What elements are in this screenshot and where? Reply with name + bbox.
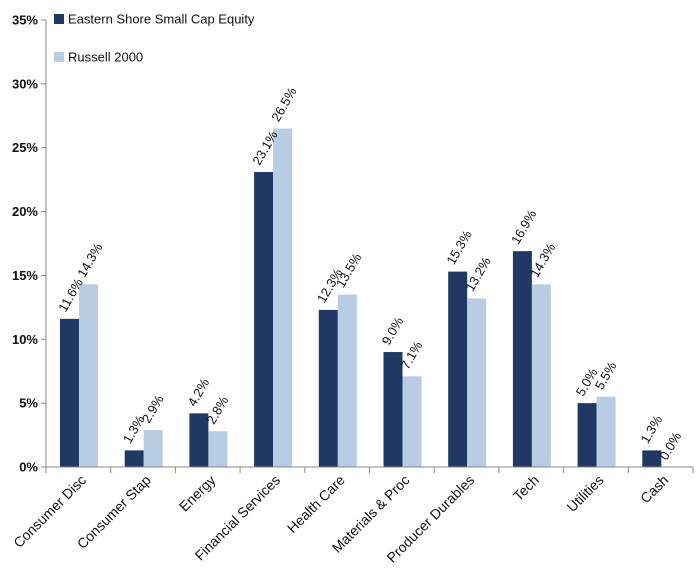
bar [337, 294, 357, 467]
data-label: 15.3% [443, 227, 475, 267]
data-label: 26.5% [268, 84, 300, 124]
bar [531, 284, 551, 467]
y-tick-label: 10% [12, 332, 38, 347]
bar [642, 450, 662, 467]
data-label: 0.0% [656, 429, 684, 463]
y-tick-label: 30% [12, 76, 38, 91]
bar [189, 413, 209, 467]
x-tick-label: Health Care [284, 472, 348, 536]
x-tick-label: Cash [637, 472, 671, 506]
bar [208, 431, 228, 467]
bar [383, 352, 403, 467]
data-label: 14.3% [74, 240, 106, 280]
legend: Eastern Shore Small Cap Equity Russell 20… [54, 12, 255, 65]
y-tick-label: 25% [12, 140, 38, 155]
bar [318, 309, 338, 467]
y-tick-label: 15% [12, 268, 38, 283]
bar [254, 171, 274, 468]
bar [467, 298, 487, 467]
data-label: 1.3% [637, 412, 665, 446]
bar [60, 318, 79, 467]
legend-label: Russell 2000 [68, 50, 143, 65]
y-tick-label: 35% [12, 13, 38, 28]
bar [143, 429, 163, 467]
bar [577, 403, 597, 467]
bar [512, 251, 532, 467]
bars [60, 128, 662, 468]
bar [402, 376, 422, 467]
bar [79, 284, 98, 467]
legend-swatch [54, 52, 64, 62]
bar [273, 128, 293, 468]
x-tick-label: Energy [176, 472, 219, 515]
y-tick-label: 5% [19, 396, 38, 411]
y-axis: 0% 5% 10% 15% 20% 25% 30% 35% [12, 13, 47, 475]
bar [596, 396, 616, 467]
data-label: 16.9% [508, 207, 540, 247]
y-tick-label: 0% [19, 460, 38, 475]
data-label: 9.0% [379, 314, 407, 348]
y-tick-label: 20% [12, 204, 38, 219]
x-tick-label: Utilities [563, 472, 606, 515]
data-label: 2.8% [204, 393, 232, 427]
data-label: 4.2% [185, 375, 213, 409]
data-label: 2.9% [139, 392, 167, 426]
bar [448, 271, 468, 467]
legend-label: Eastern Shore Small Cap Equity [68, 12, 255, 27]
bar [124, 450, 144, 467]
x-tick-label: Tech [510, 472, 542, 504]
legend-swatch [54, 14, 64, 24]
